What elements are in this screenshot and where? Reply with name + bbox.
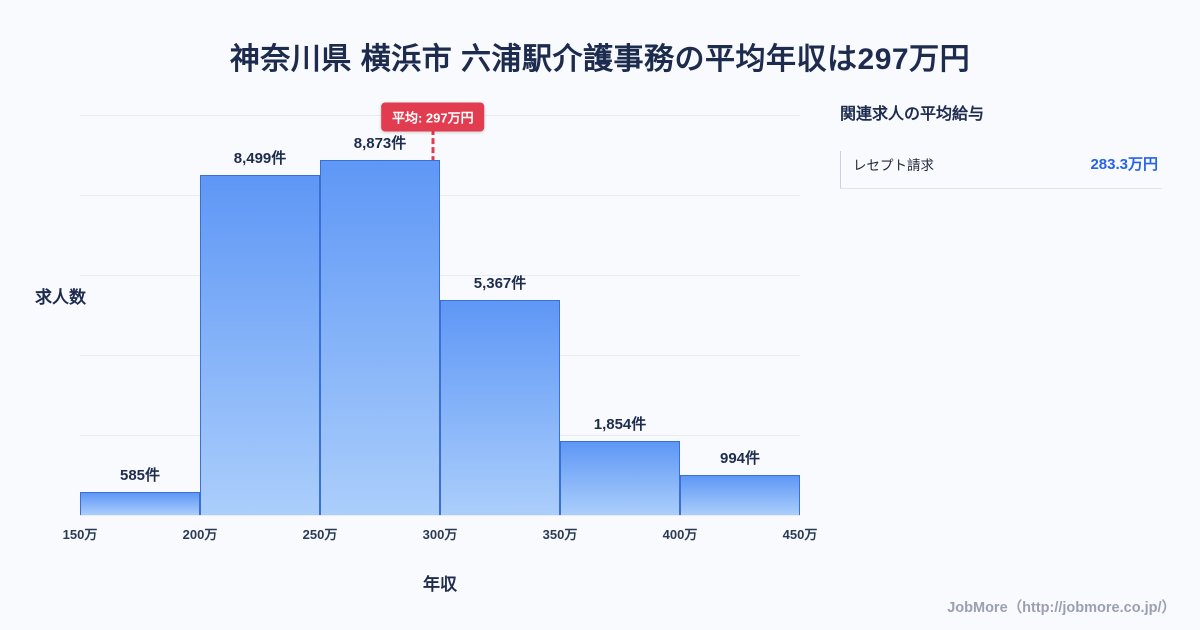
histogram-bar-350万: [560, 440, 680, 515]
related-job-value: 283.3万円: [1090, 156, 1158, 173]
y-axis-label: 求人数: [35, 288, 86, 307]
x-tick-label: 150万: [62, 527, 98, 542]
histogram-bar-200万: [200, 175, 320, 515]
related-jobs-title: 関連求人の平均給与: [840, 106, 985, 123]
gridline: [80, 195, 800, 196]
plot-area: 平均: 297万円 585件 8,499件 8,873件 5,367件 1,854件 99…: [63, 102, 817, 542]
bar-value-label: 8,873件: [353, 135, 407, 153]
bar-value-label: 5,367件: [473, 275, 527, 293]
gridline: [80, 275, 800, 276]
page-title: 神奈川県 横浜市 六浦駅介護事務の平均年収は297万円: [229, 43, 971, 76]
x-tick-label: 450万: [782, 527, 818, 542]
histogram-bar-300万: [440, 300, 560, 515]
average-badge: 平均: 297万円: [380, 102, 485, 132]
attribution: JobMore（http://jobmore.co.jp/）: [947, 600, 1176, 616]
histogram-bar-250万: [320, 160, 440, 515]
related-job-row: レセプト請求 283.3万円: [840, 151, 1162, 189]
histogram-bar-400万: [680, 475, 800, 515]
related-job-label: レセプト請求: [853, 157, 934, 173]
x-tick-label: 300万: [422, 527, 458, 542]
bar-value-label: 585件: [119, 466, 161, 484]
x-axis-label: 年収: [423, 575, 457, 594]
gridline: [80, 515, 800, 516]
x-tick-label: 400万: [662, 527, 698, 542]
histogram-bar-150万: [80, 491, 200, 515]
x-tick-label: 350万: [542, 527, 578, 542]
x-tick-label: 250万: [302, 527, 338, 542]
bar-value-label: 8,499件: [233, 150, 287, 168]
bar-value-label: 994件: [719, 450, 761, 468]
related-jobs-panel: 関連求人の平均給与 レセプト請求 283.3万円: [840, 100, 1162, 189]
x-tick-label: 200万: [182, 527, 218, 542]
bar-value-label: 1,854件: [593, 415, 647, 433]
